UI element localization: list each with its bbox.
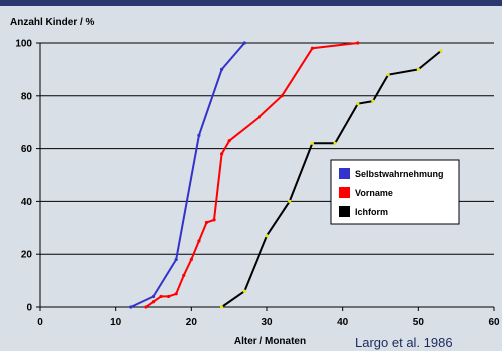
data-point-ichform-9 xyxy=(416,67,420,71)
x-tick-label-60: 60 xyxy=(488,317,500,328)
data-point-vorname-13 xyxy=(280,94,284,98)
data-point-selbstwahrnehmung-3 xyxy=(197,133,201,137)
x-tick-label-10: 10 xyxy=(110,317,122,328)
data-point-ichform-6 xyxy=(356,102,360,106)
x-axis-title: Alter / Monaten xyxy=(234,336,306,347)
plot-area: 0 20 40 60 80 100 0 10 20 30 40 50 60 xyxy=(15,39,500,329)
x-tick-label-50: 50 xyxy=(413,317,425,328)
y-tick-label-0: 0 xyxy=(26,303,32,314)
y-tick-label-60: 60 xyxy=(21,144,33,155)
top-border xyxy=(0,0,502,6)
data-point-vorname-14 xyxy=(310,46,314,50)
data-point-ichform-7 xyxy=(371,99,375,103)
data-point-ichform-0 xyxy=(220,305,224,309)
data-point-vorname-0 xyxy=(144,305,148,309)
legend-swatch-vorname xyxy=(339,187,350,198)
data-point-vorname-5 xyxy=(182,273,186,277)
source-credit: Largo et al. 1986 xyxy=(355,335,453,350)
x-tick-label-20: 20 xyxy=(186,317,198,328)
data-point-vorname-9 xyxy=(212,218,216,222)
data-point-vorname-3 xyxy=(167,294,171,299)
data-point-vorname-15 xyxy=(356,41,360,45)
data-point-vorname-11 xyxy=(227,139,231,143)
series-line-vorname xyxy=(145,42,358,308)
data-point-selbstwahrnehmung-2 xyxy=(174,257,178,262)
legend-swatch-selbstwahrnehmung xyxy=(339,168,350,179)
y-axis-title: Anzahl Kinder / % xyxy=(10,17,95,28)
data-point-vorname-2 xyxy=(159,294,163,299)
data-point-ichform-5 xyxy=(333,141,337,145)
legend: Selbstwahrnehmung Vorname Ichform xyxy=(330,159,460,225)
legend-box xyxy=(330,159,460,225)
data-point-vorname-4 xyxy=(174,292,178,296)
data-point-selbstwahrnehmung-4 xyxy=(220,67,224,71)
data-point-ichform-8 xyxy=(386,73,390,77)
data-point-selbstwahrnehmung-0 xyxy=(129,305,133,309)
legend-label-ichform: Ichform xyxy=(355,207,388,217)
data-point-ichform-10 xyxy=(439,49,443,53)
data-point-ichform-3 xyxy=(288,199,292,203)
y-tick-label-80: 80 xyxy=(21,91,33,102)
data-point-vorname-10 xyxy=(220,152,224,156)
series-line-selbstwahrnehmung xyxy=(130,42,246,308)
x-tick-label-0: 0 xyxy=(37,317,43,328)
x-tick-label-40: 40 xyxy=(337,317,349,328)
data-point-vorname-1 xyxy=(151,300,156,304)
data-point-vorname-7 xyxy=(197,239,201,243)
data-point-vorname-8 xyxy=(204,220,209,225)
y-tick-label-40: 40 xyxy=(21,197,33,208)
data-point-ichform-2 xyxy=(265,234,269,238)
data-point-selbstwahrnehmung-1 xyxy=(151,294,156,299)
legend-swatch-ichform xyxy=(339,206,350,217)
data-point-vorname-12 xyxy=(257,115,262,119)
data-point-ichform-4 xyxy=(310,141,314,145)
data-point-ichform-1 xyxy=(242,289,246,293)
y-tick-label-20: 20 xyxy=(21,250,33,261)
legend-label-vorname: Vorname xyxy=(355,188,393,198)
x-tick-label-30: 30 xyxy=(261,317,273,328)
y-tick-label-100: 100 xyxy=(15,39,32,50)
data-point-vorname-6 xyxy=(189,257,193,262)
legend-label-selbstwahrnehmung: Selbstwahrnehmung xyxy=(355,169,444,179)
data-point-selbstwahrnehmung-5 xyxy=(242,41,246,45)
